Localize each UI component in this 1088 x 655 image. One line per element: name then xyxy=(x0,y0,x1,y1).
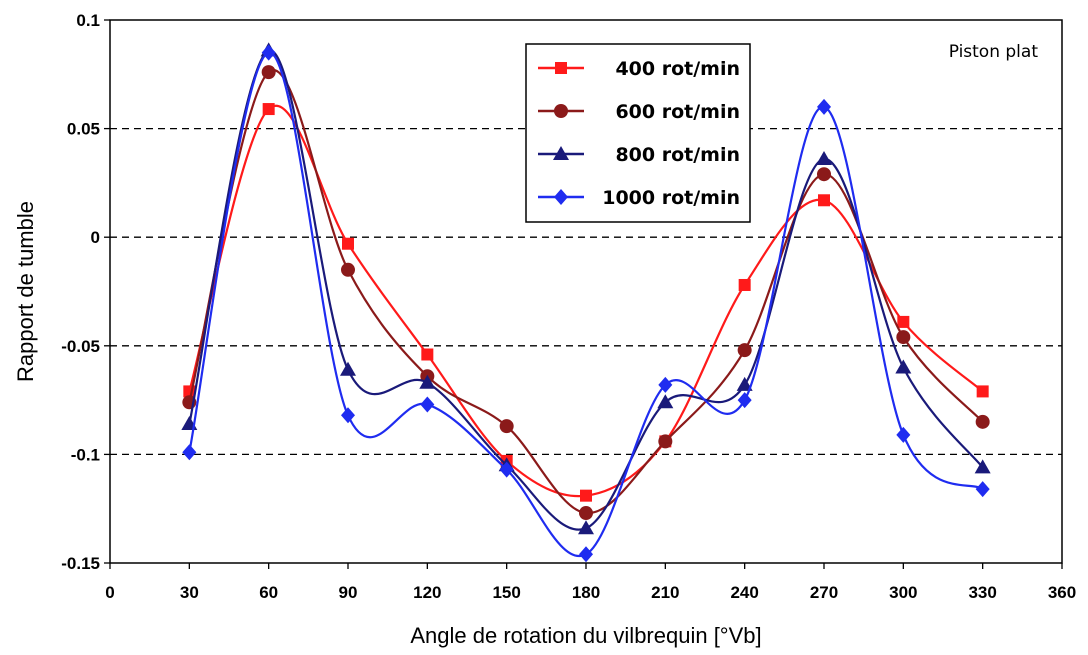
series-400-rpm-point xyxy=(818,194,830,207)
legend-marker xyxy=(554,189,568,205)
legend-entry-600-rpm: 600 rot/min xyxy=(538,101,740,123)
legend: 400 rot/min 600 rot/min 800 rot/min 1000 ro… xyxy=(525,43,751,223)
series-600-rpm-point xyxy=(737,343,752,358)
x-tick-label: 30 xyxy=(180,583,199,602)
legend-label: 400 rot/min xyxy=(615,58,740,80)
series-1000-rpm-point xyxy=(341,407,355,424)
series-400-rpm-point xyxy=(738,278,751,291)
x-tick-label: 150 xyxy=(492,583,520,602)
series-600-rpm-point xyxy=(817,167,831,182)
x-tick-label: 240 xyxy=(730,583,758,602)
grid-lines xyxy=(110,127,1062,456)
y-tick-label: 0 xyxy=(91,228,100,247)
series-1000-rpm-point xyxy=(261,44,276,61)
series-400-rpm-line xyxy=(188,104,984,498)
series-400-rpm-point xyxy=(262,103,275,116)
y-tick-label: -0.05 xyxy=(61,337,100,356)
x-axis-ticks: 0 30 60 90 120 150 180 210 240 270 300 330 360 xyxy=(105,563,1076,602)
series-600-rpm-point xyxy=(658,434,673,449)
series-400-rpm-point xyxy=(976,385,989,398)
legend-label: 1000 rot/min xyxy=(602,187,740,209)
legend-entry-1000-rpm: 1000 rot/min xyxy=(538,187,740,209)
series-1000-rpm xyxy=(182,44,990,563)
x-tick-label: 360 xyxy=(1048,583,1076,602)
series-800-rpm-point xyxy=(340,361,356,376)
series-1000-rpm-point xyxy=(975,481,990,498)
series-600-rpm-point xyxy=(341,262,355,277)
x-tick-label: 300 xyxy=(889,583,917,602)
y-tick-label: 0.05 xyxy=(67,120,100,139)
x-tick-label: 0 xyxy=(105,583,114,602)
legend-entry-800-rpm: 800 rot/min xyxy=(538,144,740,166)
chart-annotation: Piston plat xyxy=(949,42,1039,62)
x-tick-label: 90 xyxy=(339,583,358,602)
y-axis-title: Rapport de tumble xyxy=(13,201,38,382)
x-axis-title: Angle de rotation du vilbrequin [°Vb] xyxy=(410,623,761,648)
x-tick-label: 330 xyxy=(968,583,996,602)
series-800-rpm-point xyxy=(816,151,832,166)
series-400-rpm-point xyxy=(580,489,592,502)
series-600-rpm-point xyxy=(579,506,593,521)
series-1000-rpm-point xyxy=(579,546,593,563)
series-layer xyxy=(181,42,991,563)
series-600-rpm-point xyxy=(896,330,911,345)
series-800-rpm-point xyxy=(736,376,753,391)
series-800-rpm-line xyxy=(188,49,984,531)
series-1000-rpm-point xyxy=(896,426,911,443)
series-800-rpm-point xyxy=(974,459,991,474)
series-1000-rpm-point xyxy=(737,392,752,409)
series-800-rpm-point xyxy=(419,374,436,389)
legend-marker xyxy=(553,146,569,160)
legend-entry-400-rpm: 400 rot/min xyxy=(538,58,740,80)
x-tick-label: 270 xyxy=(810,583,838,602)
series-1000-rpm-point xyxy=(499,461,514,478)
series-800-rpm-point xyxy=(895,359,912,374)
y-tick-label: -0.15 xyxy=(61,554,100,573)
series-400-rpm xyxy=(183,103,989,502)
series-600-rpm-point xyxy=(499,419,514,434)
series-800-rpm xyxy=(181,42,991,535)
x-tick-label: 120 xyxy=(413,583,441,602)
series-1000-rpm-point xyxy=(182,444,197,461)
series-1000-rpm-point xyxy=(420,396,435,413)
x-tick-label: 210 xyxy=(651,583,679,602)
series-400-rpm-point xyxy=(421,348,434,361)
series-800-rpm-point xyxy=(657,394,674,409)
series-600-rpm-point xyxy=(261,65,276,80)
legend-marker xyxy=(554,104,568,118)
y-tick-label: -0.1 xyxy=(71,445,100,464)
x-tick-label: 60 xyxy=(259,583,278,602)
series-400-rpm-point xyxy=(342,237,354,250)
legend-label: 600 rot/min xyxy=(615,101,740,123)
x-tick-label: 180 xyxy=(572,583,600,602)
series-400-rpm-point xyxy=(897,315,910,328)
series-1000-rpm-point xyxy=(817,98,831,115)
legend-marker xyxy=(555,62,567,74)
y-axis-ticks: -0.15 -0.1 -0.05 0 0.05 0.1 xyxy=(61,11,110,573)
series-1000-rpm-point xyxy=(658,376,673,393)
series-800-rpm-point xyxy=(578,520,594,535)
y-tick-label: 0.1 xyxy=(76,11,100,30)
series-600-rpm-point xyxy=(975,414,990,429)
legend-label: 800 rot/min xyxy=(615,144,740,166)
